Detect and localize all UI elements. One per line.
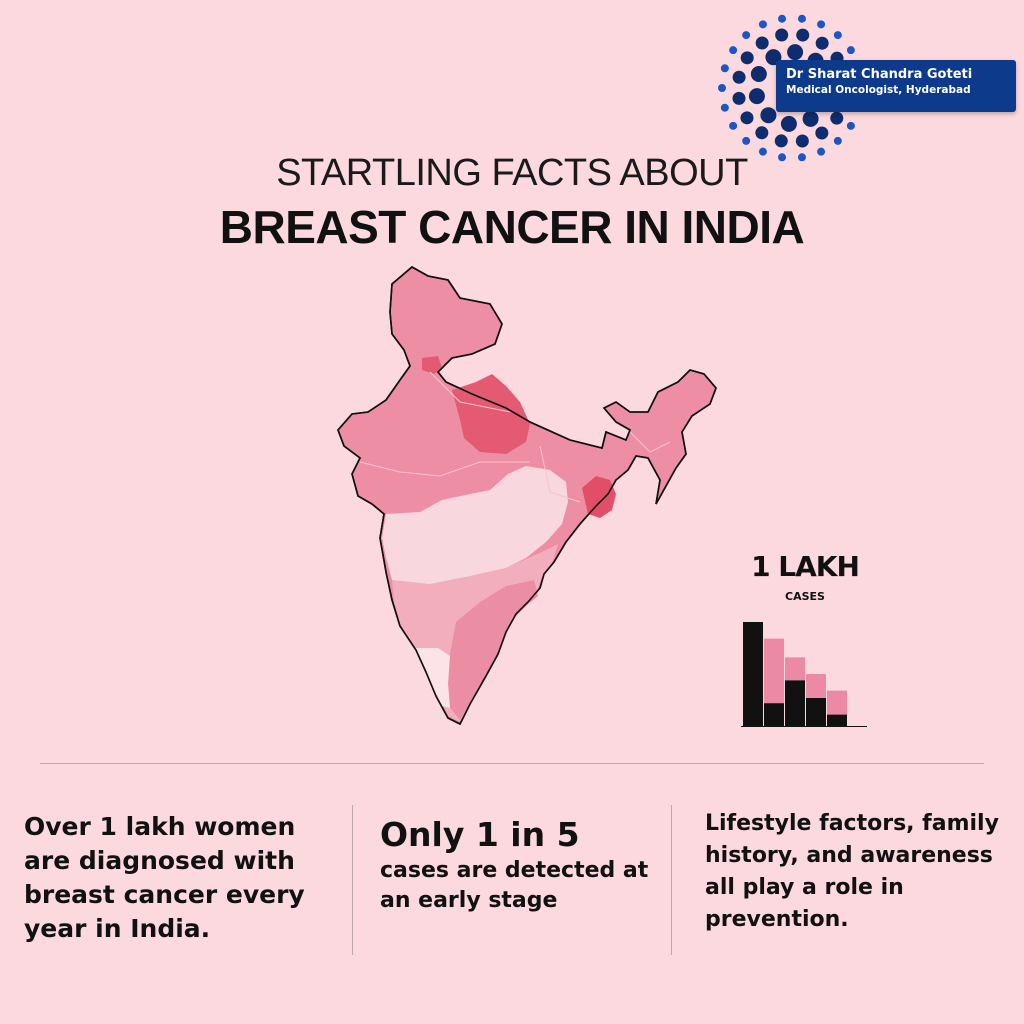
logo-dot xyxy=(778,14,787,23)
india-map-icon xyxy=(337,266,717,726)
logo-dot xyxy=(797,14,806,23)
logo-dot xyxy=(720,103,729,112)
logo-dot xyxy=(774,134,788,148)
fact-prevention: Lifestyle factors, family history, and a… xyxy=(705,811,999,932)
chart-bar-4-segment-2 xyxy=(806,674,826,698)
map-region-borders xyxy=(359,371,671,503)
logo-dot xyxy=(740,111,754,125)
map-region-east-dark xyxy=(582,476,616,518)
chart-bar-3-segment-2 xyxy=(785,657,805,681)
cases-chart: 1 LAKH CASES xyxy=(730,550,880,735)
logo-dot xyxy=(760,107,777,124)
page-title-line1: STARTLING FACTS ABOUT xyxy=(276,152,748,194)
column-divider-2 xyxy=(671,805,672,955)
map-region-northwest-dark xyxy=(422,356,442,374)
logo-dot xyxy=(742,31,751,40)
logo-dot xyxy=(729,121,738,130)
logo-badge: Dr Sharat Chandra Goteti Medical Oncolog… xyxy=(776,60,1016,112)
logo-dot xyxy=(830,111,844,125)
logo-dot xyxy=(755,126,769,140)
logo-dot xyxy=(815,36,829,50)
bar-chart-svg xyxy=(741,622,867,727)
logo-dot xyxy=(797,153,806,162)
logo-dot xyxy=(787,44,804,61)
map-region-central xyxy=(382,466,568,584)
india-map xyxy=(330,262,730,732)
chart-bar-4-segment-1 xyxy=(806,697,826,726)
logo-dot xyxy=(758,20,767,29)
chart-bar-1-segment-1 xyxy=(743,622,763,726)
logo-subtitle: Medical Oncologist, Hyderabad xyxy=(786,84,971,96)
section-divider xyxy=(40,763,984,764)
logo-dot xyxy=(732,70,746,84)
fact-diagnosed: Over 1 lakh women are diagnosed with bre… xyxy=(24,812,305,943)
logo-dot xyxy=(796,28,810,42)
logo-dot xyxy=(846,46,855,55)
chart-bar-3-segment-1 xyxy=(785,680,805,726)
logo-dot xyxy=(732,91,746,105)
logo-dot xyxy=(778,153,787,162)
logo-dot xyxy=(833,31,842,40)
logo-dot xyxy=(740,51,754,65)
logo-dot xyxy=(750,65,767,82)
logo-dot xyxy=(817,147,826,156)
logo-dot xyxy=(748,88,765,105)
chart-subtitle: CASES xyxy=(785,590,825,603)
fact-early-detection-text: cases are detected at an early stage xyxy=(380,858,649,913)
logo-dot xyxy=(780,115,797,132)
logo-dot xyxy=(833,136,842,145)
logo-dot xyxy=(758,147,767,156)
logo-dot xyxy=(846,121,855,130)
logo-dot xyxy=(802,110,819,127)
map-outline xyxy=(337,266,717,726)
chart-bar-5-segment-1 xyxy=(827,714,847,726)
logo-dot xyxy=(817,20,826,29)
page-title-line2: BREAST CANCER IN INDIA xyxy=(219,201,805,253)
chart-title: 1 LAKH xyxy=(751,550,860,583)
logo-dot xyxy=(755,36,769,50)
map-region-southwest xyxy=(416,648,450,708)
logo-dot xyxy=(729,46,738,55)
logo-dot xyxy=(795,134,809,148)
chart-bar-2-segment-1 xyxy=(764,703,784,726)
column-divider-1 xyxy=(352,805,353,955)
chart-bar-5-segment-2 xyxy=(827,690,847,715)
logo-dot xyxy=(775,28,789,42)
logo-name: Dr Sharat Chandra Goteti xyxy=(786,67,973,82)
logo-dot xyxy=(718,84,726,92)
logo-dot xyxy=(815,126,829,140)
chart-bar-2-segment-2 xyxy=(764,638,784,704)
logo-dot xyxy=(742,136,751,145)
fact-early-detection-headline: Only 1 in 5 xyxy=(380,815,580,854)
logo-dot xyxy=(720,64,729,73)
